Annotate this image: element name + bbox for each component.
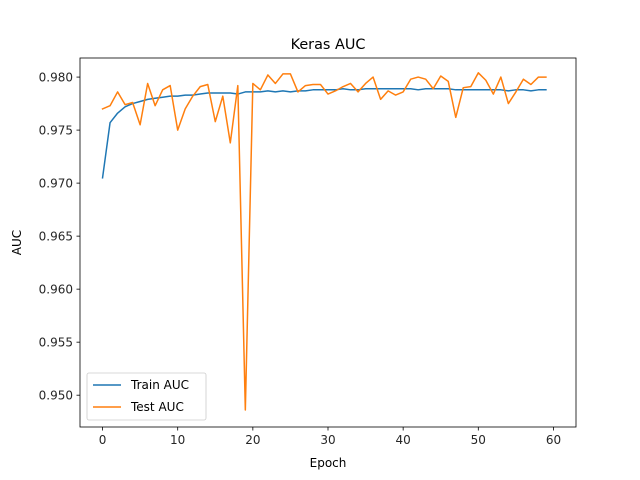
- y-tick-label: 0.970: [39, 176, 73, 190]
- x-axis-label: Epoch: [310, 456, 347, 470]
- y-tick-label: 0.960: [39, 282, 73, 296]
- x-tick-label: 0: [99, 433, 107, 447]
- series-line-test-auc: [101, 72, 547, 411]
- plot-area: [101, 72, 547, 411]
- chart-title: Keras AUC: [291, 37, 366, 53]
- legend-label-test: Test AUC: [130, 400, 184, 414]
- x-tick-label: 30: [320, 433, 335, 447]
- y-tick-label: 0.955: [39, 335, 73, 349]
- legend-label-train: Train AUC: [130, 378, 189, 392]
- plot-frame: [79, 57, 577, 428]
- y-tick-label: 0.975: [39, 123, 73, 137]
- x-tick-label: 40: [396, 433, 411, 447]
- legend: Train AUC Test AUC: [86, 372, 207, 421]
- y-tick-label: 0.950: [39, 388, 73, 402]
- y-tick-label: 0.980: [39, 70, 73, 84]
- x-tick-label: 10: [170, 433, 185, 447]
- y-tick-label: 0.965: [39, 229, 73, 243]
- x-tick-label: 20: [245, 433, 260, 447]
- x-tick-label: 50: [471, 433, 486, 447]
- axis-ticks: 0 10 20 30 40 50 60 0.950 0.955 0.960 0.965 0.970 0.…: [39, 70, 561, 447]
- y-axis-label: AUC: [10, 230, 24, 255]
- x-tick-label: 60: [546, 433, 561, 447]
